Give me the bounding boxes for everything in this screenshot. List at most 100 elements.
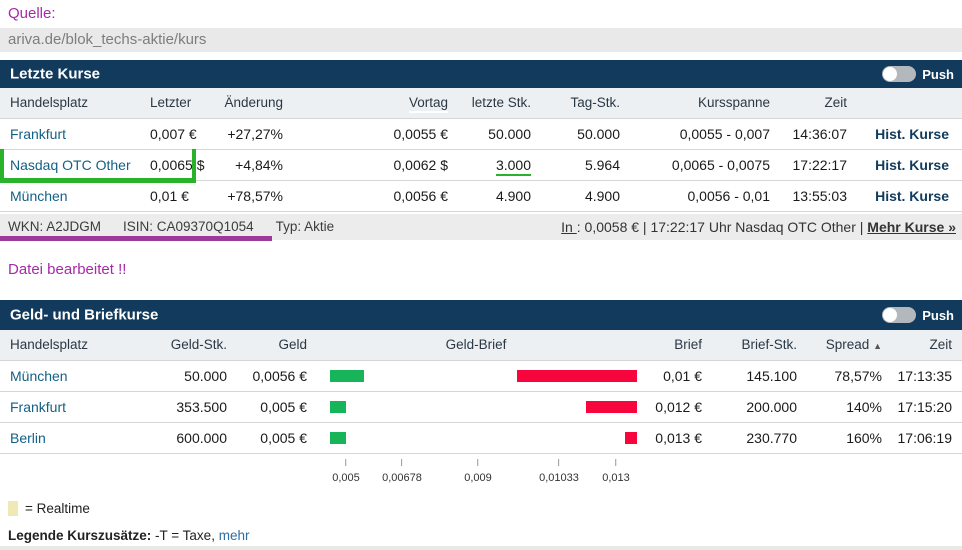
hist-kurse-link[interactable]: Hist. Kurse — [855, 148, 962, 180]
typ-value: Typ: Aktie — [275, 219, 335, 234]
letzte-kurse-header-bar: Letzte Kurse Push — [0, 60, 962, 88]
source-url: ariva.de/blok_techs-aktie/kurs — [0, 28, 962, 52]
col-zeit: Zeit — [778, 88, 855, 118]
table-row: München 0,01 € +78,57% 0,0056 € 4.900 4.… — [0, 179, 962, 212]
tick-mark — [615, 459, 617, 466]
tick-mark — [477, 459, 479, 466]
col-handelsplatz: Handelsplatz — [0, 330, 150, 360]
venue-link[interactable]: Frankfurt — [0, 117, 150, 149]
wkn-value: WKN: A2JDGM — [8, 219, 102, 234]
col-spread-sorted[interactable]: Spread ▲ — [805, 330, 890, 360]
cell-aenderung: +78,57% — [196, 179, 291, 212]
in-quote-link[interactable]: In — [561, 219, 577, 235]
geld-bar — [330, 431, 346, 444]
source-label: Quelle: — [8, 5, 56, 22]
col-letzter: Letzter — [150, 88, 196, 118]
col-brief: Brief — [645, 330, 710, 360]
col-geld-brief: Geld-Brief — [315, 330, 645, 360]
isin-value: ISIN: CA09370Q1054 — [123, 219, 254, 234]
cell-spread: 78,57% — [805, 359, 890, 391]
hist-kurse-link[interactable]: Hist. Kurse — [855, 179, 962, 212]
push-toggle[interactable] — [882, 307, 917, 323]
cell-brief-stk: 145.100 — [710, 359, 805, 391]
table-row: Berlin 600.000 0,005 € 0,013 € 230.770 1… — [0, 421, 962, 454]
axis-tick: 0,009 — [464, 459, 492, 486]
realtime-legend: = Realtime — [8, 501, 90, 516]
col-letzte-stk: letzte Stk. — [456, 88, 539, 118]
col-vortag[interactable]: Vortag — [291, 88, 456, 118]
cell-kursspanne: 0,0065 - 0,0075 — [628, 148, 778, 180]
cell-geld: 0,005 € — [235, 390, 315, 422]
geld-bar — [330, 400, 346, 413]
table-header-row: Handelsplatz Geld-Stk. Geld Geld-Brief B… — [0, 330, 962, 360]
letzte-kurse-table: Handelsplatz Letzter Änderung Vortag let… — [0, 88, 962, 212]
cell-letzter: 0,007 € — [150, 117, 197, 149]
realtime-swatch-icon — [8, 501, 18, 516]
axis-tick: 0,00678 — [382, 459, 422, 486]
axis-tick: 0,013 — [602, 459, 630, 486]
geld-brief-header-bar: Geld- und Briefkurse Push — [0, 300, 962, 330]
cell-brief-stk: 200.000 — [710, 390, 805, 422]
cell-aenderung: +27,27% — [196, 117, 291, 149]
table-row-highlighted: Nasdaq OTC Other 0,0065 $ +4,84% 0,0062 … — [0, 148, 962, 180]
sort-asc-icon: ▲ — [873, 341, 882, 352]
hist-kurse-link[interactable]: Hist. Kurse — [855, 117, 962, 149]
brief-bar — [517, 369, 637, 382]
venue-link[interactable]: München — [0, 359, 150, 391]
venue-link[interactable]: Nasdaq OTC Other — [0, 148, 150, 180]
cell-geld-stk: 353.500 — [150, 390, 235, 422]
tick-label: 0,005 — [332, 472, 360, 484]
toggle-knob — [883, 308, 898, 322]
col-hist — [855, 88, 962, 118]
tick-mark — [558, 459, 560, 466]
col-brief-stk: Brief-Stk. — [710, 330, 805, 360]
mehr-kurse-link[interactable]: Mehr Kurse » — [867, 219, 956, 235]
mehr-link[interactable]: mehr — [218, 528, 250, 543]
table-header-row: Handelsplatz Letzter Änderung Vortag let… — [0, 88, 962, 118]
venue-link[interactable]: München — [0, 179, 150, 212]
col-zeit: Zeit — [890, 330, 962, 360]
bottom-divider — [0, 546, 962, 550]
cell-geld-brief-bars — [315, 359, 645, 391]
table-row: München 50.000 0,0056 € 0,01 € 145.100 7… — [0, 359, 962, 391]
kurszusaetze-legend: Legende Kurszusätze: -T = Taxe, mehr — [8, 528, 249, 543]
tick-label: 0,009 — [464, 472, 492, 484]
toggle-knob — [883, 67, 898, 81]
push-label: Push — [922, 307, 954, 323]
cell-zeit: 13:55:03 — [778, 179, 855, 212]
legend-text: -T = Taxe, — [151, 528, 219, 543]
purple-underline-bar — [0, 236, 272, 241]
cell-zeit: 17:22:17 — [778, 148, 855, 180]
table-row: Frankfurt 353.500 0,005 € 0,012 € 200.00… — [0, 390, 962, 422]
cell-vortag: 0,0055 € — [291, 117, 456, 149]
tick-label: 0,01033 — [539, 472, 579, 484]
table-row: Frankfurt 0,007 € +27,27% 0,0055 € 50.00… — [0, 117, 962, 149]
venue-link[interactable]: Berlin — [0, 421, 150, 454]
cell-zeit: 17:15:20 — [890, 390, 962, 422]
brief-bar — [625, 431, 637, 444]
cell-geld-brief-bars — [315, 390, 645, 422]
cell-geld: 0,005 € — [235, 421, 315, 454]
cell-tag-stk: 5.964 — [539, 148, 628, 180]
cell-letzte-stk: 4.900 — [456, 179, 539, 212]
cell-letzte-stk: 50.000 — [456, 117, 539, 149]
cell-brief: 0,012 € — [645, 390, 710, 422]
col-kursspanne: Kursspanne — [628, 88, 778, 118]
geld-brief-section: Geld- und Briefkurse Push Handelsplatz G… — [0, 300, 962, 454]
col-aenderung: Änderung — [196, 88, 291, 118]
col-geld-stk: Geld-Stk. — [150, 330, 235, 360]
cell-geld: 0,0056 € — [235, 359, 315, 391]
inline-quote-detail: : 0,0058 € | 17:22:17 Uhr Nasdaq OTC Oth… — [576, 219, 868, 235]
cell-brief: 0,013 € — [645, 421, 710, 454]
col-tag-stk: Tag-Stk. — [539, 88, 628, 118]
push-toggle[interactable] — [882, 66, 917, 82]
geld-bar — [330, 369, 364, 382]
brief-bar — [586, 400, 637, 413]
letzte-kurse-section: Letzte Kurse Push Handelsplatz Letzter Ä… — [0, 60, 962, 212]
venue-link[interactable]: Frankfurt — [0, 390, 150, 422]
cell-kursspanne: 0,0056 - 0,01 — [628, 179, 778, 212]
col-geld: Geld — [235, 330, 315, 360]
axis-tick: 0,01033 — [539, 459, 579, 486]
cell-letzter: 0,01 € — [150, 179, 196, 212]
